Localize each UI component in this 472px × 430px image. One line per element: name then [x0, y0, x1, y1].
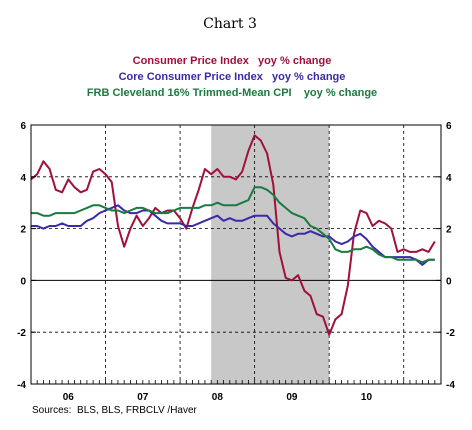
ytick-label-right-2: 2	[446, 225, 452, 236]
ytick-label-right-1: 4	[446, 173, 452, 184]
ytick-label-right-3: 0	[446, 276, 452, 287]
ytick-label-left-0: 6	[20, 121, 26, 132]
xtick-label-2: 08	[212, 392, 224, 403]
ytick-label-left-5: -4	[17, 380, 26, 391]
grid-lines	[31, 125, 441, 384]
ytick-label-right-5: -4	[446, 380, 455, 391]
xtick-label-0: 06	[63, 392, 75, 403]
ytick-label-left-4: -2	[17, 328, 26, 339]
ytick-label-right-0: 6	[446, 121, 452, 132]
ytick-label-left-1: 4	[20, 173, 26, 184]
legend-entry-cpi: Consumer Price Index yoy % change	[133, 55, 332, 67]
source-note: Sources: BLS, BLS, FRBCLV /Haver	[32, 405, 198, 416]
ytick-label-left-2: 2	[20, 225, 26, 236]
legend-entry-trimmed-mean-cpi: FRB Cleveland 16% Trimmed-Mean CPI yoy %…	[87, 87, 377, 99]
ytick-label-right-4: -2	[446, 328, 455, 339]
axis-ticks: 6 6 4 4 2 2 0 0 -2 -2 -4 -4 06 07 08 09 10	[17, 121, 455, 403]
chart-title: Chart 3	[203, 16, 257, 32]
xtick-label-3: 09	[286, 392, 298, 403]
series-line-0	[30, 134, 436, 336]
series-line-2	[31, 186, 435, 264]
xtick-label-1: 07	[137, 392, 149, 403]
legend-entry-core-cpi: Core Consumer Price Index yoy % change	[119, 71, 346, 83]
xtick-label-4: 10	[361, 392, 373, 403]
series-lines	[30, 134, 436, 336]
series-line-1	[31, 204, 435, 266]
ytick-label-left-3: 0	[20, 276, 26, 287]
